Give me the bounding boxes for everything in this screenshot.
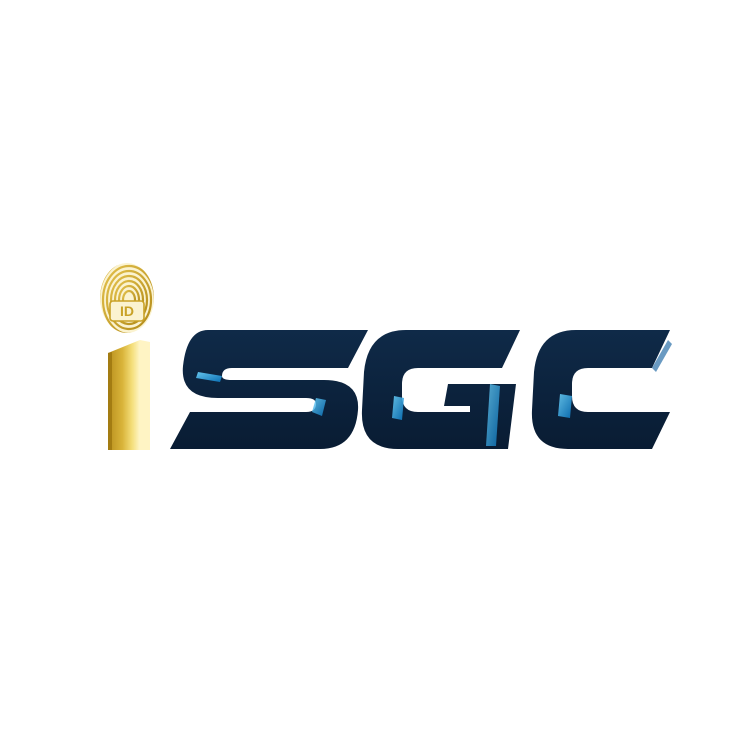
letter-g	[361, 330, 520, 449]
letter-s	[170, 330, 368, 449]
id-badge-text: ID	[120, 303, 134, 319]
letter-i-stem	[108, 340, 150, 450]
fingerprint-icon	[100, 263, 154, 333]
id-badge: ID	[109, 300, 145, 322]
letter-c	[531, 330, 672, 449]
